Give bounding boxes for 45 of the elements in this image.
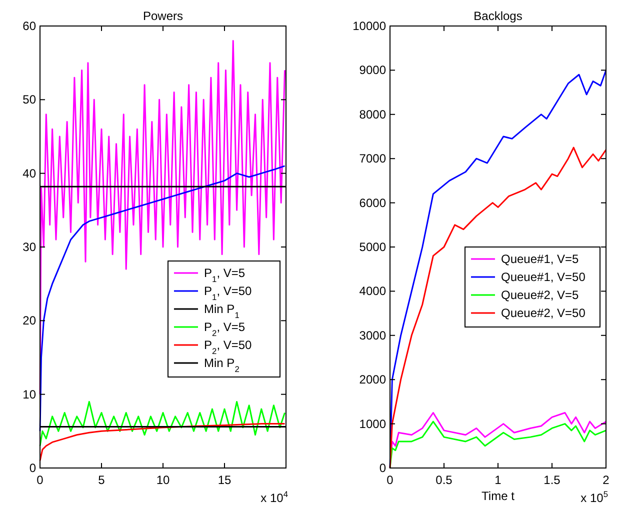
y-tick-label: 30	[22, 240, 36, 254]
legend-label: Queue#2, V=5	[501, 288, 580, 302]
x-tick-label: 0.5	[436, 473, 453, 487]
x-tick-label: 15	[218, 473, 232, 487]
y-tick-label: 5000	[359, 240, 386, 254]
y-tick-label: 0	[29, 461, 36, 475]
legend-label: Min P$_{1}$	[204, 302, 240, 320]
y-tick-label: 9000	[359, 63, 386, 78]
y-tick-label: 10	[22, 387, 36, 402]
legend-label: Queue#1, V=50	[501, 270, 586, 284]
line-series	[39, 40, 286, 396]
y-tick-label: 1000	[359, 416, 386, 431]
x-tick-label: 1.5	[544, 473, 561, 487]
line-series	[39, 423, 286, 462]
y-tick-label: 50	[22, 92, 36, 107]
y-tick-label: 40	[22, 166, 36, 180]
line-series	[39, 400, 286, 447]
y-tick-label: 2000	[359, 372, 386, 387]
legend-label: P$_{2}$, V=50	[204, 338, 252, 356]
line-series	[39, 165, 286, 432]
text: x 10$^{5}$	[580, 489, 608, 505]
line-series	[389, 146, 607, 469]
legend-label: Queue#2, V=50	[501, 306, 586, 320]
chart-title: Powers	[142, 9, 184, 23]
y-tick-label: 8000	[359, 107, 386, 122]
legend-label: P$_{1}$, V=5	[204, 266, 246, 284]
y-tick-label: 60	[22, 19, 36, 33]
x-axis-title: Time t	[482, 489, 516, 503]
legend-label: Min P$_{2}$	[204, 356, 240, 374]
legend-label: Queue#1, V=5	[501, 252, 580, 266]
y-tick-label: 10000	[352, 19, 386, 33]
x-tick-label: 1	[494, 473, 502, 487]
legend-label: P$_{1}$, V=50	[204, 284, 252, 302]
text: x 10$^{4}$	[260, 489, 288, 505]
x-tick-label: 10	[156, 473, 170, 487]
y-tick-label: 0	[379, 461, 386, 475]
x-tick-label: 5	[98, 473, 106, 487]
legend-label: P$_{2}$, V=5	[204, 320, 246, 338]
y-tick-label: 3000	[359, 328, 386, 342]
y-tick-label: 4000	[359, 284, 386, 298]
y-tick-label: 6000	[359, 196, 386, 210]
y-tick-label: 7000	[359, 152, 386, 166]
x-tick-label: 2	[602, 473, 610, 487]
y-tick-label: 20	[22, 314, 36, 328]
chart-title: Backlogs	[474, 9, 522, 23]
